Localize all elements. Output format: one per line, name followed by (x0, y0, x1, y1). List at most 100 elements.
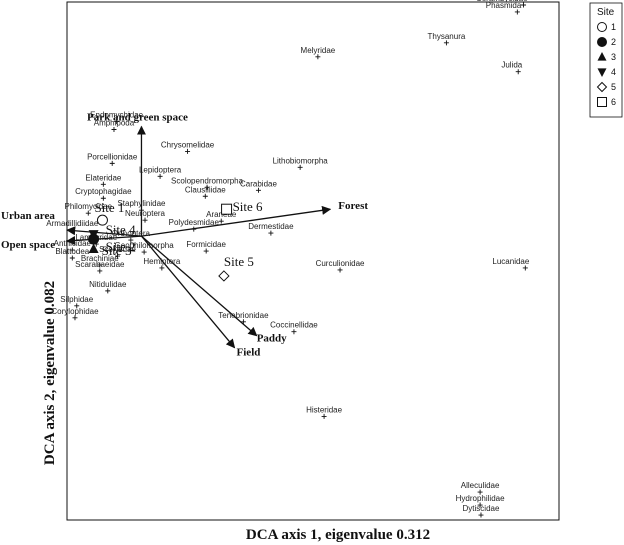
legend-symbol-6 (597, 97, 607, 107)
family-point-dytiscidae (478, 512, 484, 518)
family-point-hydrophilidae (477, 502, 483, 508)
family-label-silphidae: Silphidae (60, 295, 93, 304)
family-point-tenebrionidae (240, 319, 246, 325)
family-point-silphidae (74, 303, 80, 309)
family-label-alleculidae: Alleculidae (461, 481, 500, 490)
vector-label-open-space: Open space (1, 239, 55, 251)
site-label-site-3: Site 3 (102, 243, 132, 258)
family-points: CerambycidaePhasmida Thysanura Julida Melyr… (46, 0, 530, 518)
family-point-elateridae (100, 181, 106, 187)
family-point-phasmida (514, 9, 520, 15)
family-label-julida: Julida (501, 61, 522, 70)
family-label-thysanura: Thysanura (428, 32, 466, 41)
family-point-chrysomelidae (185, 148, 191, 154)
family-label-nitidulidae: Nitidulidae (89, 280, 127, 289)
family-label-staphylinidae: Staphylinidae (117, 199, 166, 208)
family-label-melyridae: Melyridae (301, 46, 336, 55)
family-point-dermestidae (268, 230, 274, 236)
family-label-scolopendromorpha: Scolopendromorpha (171, 176, 244, 185)
vector-arrow-open-space (66, 235, 142, 246)
legend-symbol-3 (597, 52, 607, 61)
family-point-clausiliidae (202, 193, 208, 199)
environment-vector-labels: Urban area Open space Park and green space… (1, 112, 368, 359)
family-label-endomychidae: Endomychidae (90, 111, 143, 120)
x-axis-title: DCA axis 1, eigenvalue 0.312 (246, 527, 430, 543)
family-point-nitidulidae (105, 288, 111, 294)
family-label-clausiliidae: Clausiliidae (185, 185, 226, 194)
legend-symbol-2 (597, 37, 607, 47)
family-point-endomychidae (114, 119, 120, 125)
family-point-brachiniae (97, 262, 103, 268)
family-label-chrysomelidae: Chrysomelidae (161, 140, 215, 149)
legend-entry-2: 2 (611, 37, 616, 47)
family-point-philomycidae (85, 210, 91, 216)
legend: Site 1 2 3 4 5 6 (589, 2, 623, 118)
family-point-anthicidae (69, 247, 75, 253)
family-point-curculionidae (337, 267, 343, 273)
family-label-amphipoda: Amphipoda (94, 119, 135, 128)
family-label-porcellionidae: Porcellionidae (87, 152, 138, 161)
family-label-orthoptera: Orthoptera (112, 229, 151, 238)
site-label-site-5: Site 5 (224, 254, 254, 269)
family-label-dytiscidae: Dytiscidae (463, 504, 500, 513)
vector-arrow-forest (141, 205, 332, 237)
family-point-scolopendromorpha (204, 184, 210, 190)
family-point-coccinellidae (291, 329, 297, 335)
family-point-cerambycidae (521, 2, 527, 8)
family-label-histeridae: Histeridae (306, 405, 343, 414)
family-point-corylophidae (72, 315, 78, 321)
family-point-scolytidae (115, 253, 121, 259)
family-point-hemiptera (159, 265, 165, 271)
family-point-porcellionidae (109, 160, 115, 166)
site-marker-site-3 (88, 243, 99, 254)
family-point-histeridae (321, 413, 327, 419)
family-point-polydesmidae (191, 226, 197, 232)
legend-symbol-4 (597, 68, 607, 77)
family-point-lucanidae (522, 265, 528, 271)
family-point-staphylinidae (138, 207, 144, 213)
legend-symbol-5 (596, 81, 608, 93)
family-label-cryptophagidae: Cryptophagidae (75, 187, 132, 196)
family-label-curculionidae: Curculionidae (316, 259, 365, 268)
family-label-armadillidiidae: Armadillidiidae (46, 219, 99, 228)
family-point-alleculidae (477, 489, 483, 495)
family-label-brachiniae: Brachiniae (81, 254, 119, 263)
family-label-neuroptera: Neuroptera (125, 209, 166, 218)
family-label-polydesmidae: Polydesmidae (169, 218, 220, 227)
legend-symbol-1 (597, 22, 607, 32)
legend-entry-6: 6 (611, 97, 616, 107)
vector-arrow-urban-area (66, 226, 142, 237)
site-marker-site-5 (218, 270, 230, 282)
site-label-site-6: Site 6 (233, 199, 263, 214)
family-point-cryptophagidae (100, 195, 106, 201)
family-label-scarabaeidae: Scarabaeidae (75, 260, 125, 269)
vector-arrow-field (140, 235, 236, 349)
legend-entry-3: 3 (611, 52, 616, 62)
family-label-corylophidae: Corylophidae (51, 307, 99, 316)
family-point-melyridae (315, 54, 321, 60)
family-label-geophilomorpha: Geophilomorpha (115, 241, 175, 250)
family-label-philomycidae: Philomycidae (64, 202, 112, 211)
family-point-neuroptera (142, 217, 148, 223)
family-label-hydrophilidae: Hydrophilidae (456, 494, 505, 503)
family-point-formicidae (203, 248, 209, 254)
family-point-araneae (218, 218, 224, 224)
legend-entry-4: 4 (611, 67, 616, 77)
legend-title: Site (597, 7, 615, 18)
vector-label-park-and-green-space: Park and green space (87, 112, 188, 124)
family-point-lepidoptera (157, 173, 163, 179)
family-label-hemiptera: Hemiptera (143, 257, 180, 266)
family-label-lucanidae: Lucanidae (492, 257, 529, 266)
family-label-blattodea: Blattodea (55, 247, 89, 256)
site-marker-site-6 (221, 203, 233, 215)
vector-label-field: Field (237, 347, 261, 359)
site-marker-site-1 (96, 214, 108, 226)
family-label-carabidae: Carabidae (240, 179, 277, 188)
family-label-lepidoptera: Lepidoptera (139, 165, 182, 174)
legend-entry-1: 1 (611, 22, 616, 32)
family-point-carabidae (255, 187, 261, 193)
y-axis-title: DCA axis 2, eigenvalue 0.082 (42, 281, 58, 465)
vector-label-paddy: Paddy (257, 333, 287, 345)
plot-frame (66, 1, 560, 521)
